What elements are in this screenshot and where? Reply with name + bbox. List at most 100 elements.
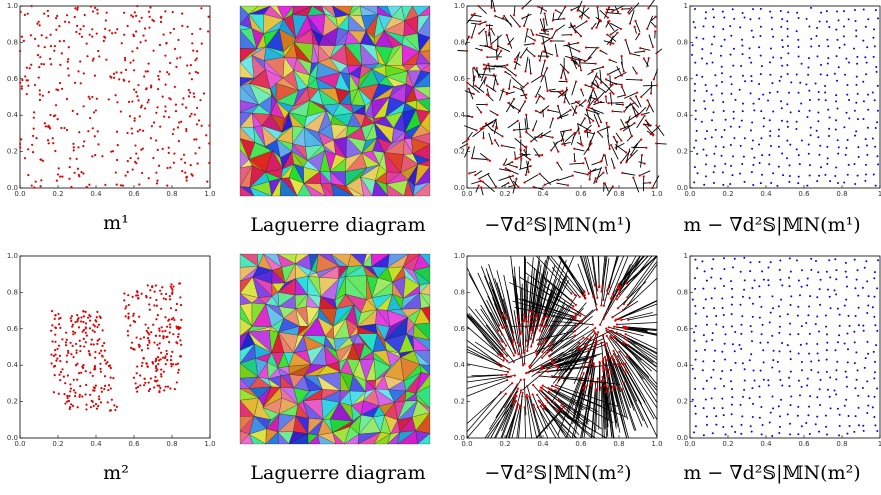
data-point bbox=[587, 292, 590, 295]
data-point bbox=[844, 261, 847, 264]
data-point bbox=[611, 83, 614, 86]
gradient-arrow bbox=[495, 15, 505, 20]
data-point bbox=[704, 137, 707, 140]
data-point bbox=[529, 310, 532, 313]
laguerre-cell bbox=[277, 431, 290, 445]
data-point bbox=[88, 97, 91, 100]
data-point bbox=[762, 349, 765, 352]
data-point bbox=[521, 331, 524, 334]
gradient-arrow bbox=[524, 407, 526, 439]
gradient-arrow bbox=[606, 391, 614, 439]
data-point bbox=[135, 152, 138, 155]
gradient-arrow bbox=[466, 382, 513, 424]
data-point bbox=[702, 334, 705, 337]
data-point bbox=[776, 360, 779, 363]
data-point bbox=[871, 406, 874, 409]
gradient-arrow bbox=[470, 316, 508, 357]
data-point bbox=[620, 74, 623, 77]
data-point bbox=[140, 148, 143, 151]
data-point bbox=[640, 78, 643, 82]
data-point bbox=[528, 365, 531, 368]
gradient-arrow bbox=[532, 284, 550, 343]
data-point bbox=[96, 130, 99, 133]
data-point bbox=[759, 341, 762, 344]
data-point bbox=[542, 50, 545, 53]
data-point bbox=[59, 378, 62, 382]
data-point bbox=[835, 378, 838, 381]
data-point bbox=[63, 393, 66, 396]
gradient-arrow bbox=[540, 67, 548, 83]
data-point bbox=[750, 61, 753, 64]
data-point bbox=[582, 162, 585, 165]
data-point bbox=[501, 326, 504, 330]
laguerre-cell bbox=[372, 180, 389, 197]
data-point bbox=[150, 84, 153, 87]
data-point bbox=[638, 174, 641, 177]
data-point bbox=[96, 339, 99, 342]
data-point bbox=[603, 154, 607, 157]
data-point bbox=[818, 44, 821, 47]
gradient-arrow bbox=[602, 376, 606, 430]
data-point bbox=[805, 321, 808, 324]
data-point bbox=[535, 354, 539, 357]
data-point bbox=[778, 415, 781, 418]
gradient-arrow bbox=[604, 357, 617, 429]
data-point bbox=[147, 326, 150, 330]
data-point bbox=[544, 404, 547, 408]
gradient-arrow bbox=[472, 67, 475, 81]
data-point bbox=[96, 342, 99, 346]
data-point bbox=[621, 103, 625, 106]
data-point bbox=[739, 144, 742, 147]
data-point bbox=[590, 84, 593, 88]
gradient-arrow bbox=[609, 35, 614, 45]
data-point bbox=[519, 135, 522, 139]
data-point bbox=[506, 360, 509, 363]
data-point bbox=[835, 55, 838, 58]
data-point bbox=[144, 381, 147, 384]
data-point bbox=[151, 18, 154, 21]
data-point bbox=[63, 126, 66, 130]
data-point bbox=[160, 351, 163, 354]
data-point bbox=[647, 124, 650, 127]
data-point bbox=[702, 306, 705, 309]
data-point bbox=[473, 12, 476, 15]
data-point bbox=[56, 173, 60, 176]
data-point bbox=[846, 93, 849, 96]
gradient-arrow bbox=[528, 58, 532, 74]
data-point bbox=[37, 76, 40, 79]
data-point bbox=[95, 407, 99, 410]
data-point bbox=[853, 430, 856, 433]
data-point bbox=[845, 376, 848, 379]
data-point bbox=[46, 139, 50, 142]
data-point bbox=[612, 352, 616, 356]
gradient-arrow bbox=[574, 148, 585, 152]
data-point bbox=[38, 24, 41, 27]
data-point bbox=[496, 83, 499, 86]
data-point bbox=[599, 323, 602, 326]
data-point bbox=[759, 25, 762, 28]
data-point bbox=[711, 8, 714, 11]
data-point bbox=[518, 404, 522, 407]
data-point bbox=[625, 161, 628, 164]
data-point bbox=[604, 347, 608, 350]
data-point bbox=[838, 434, 841, 437]
data-point bbox=[704, 83, 707, 86]
gradient-arrow bbox=[556, 353, 603, 366]
data-point bbox=[484, 20, 487, 23]
data-point bbox=[532, 334, 535, 337]
data-point bbox=[588, 361, 591, 365]
data-point bbox=[521, 342, 525, 346]
data-point bbox=[175, 381, 178, 384]
panel-laguerre-2 bbox=[239, 253, 431, 445]
data-point bbox=[39, 185, 42, 188]
data-point bbox=[636, 91, 639, 94]
data-point bbox=[619, 333, 622, 336]
data-point bbox=[789, 143, 792, 146]
data-point bbox=[154, 360, 157, 363]
data-point bbox=[20, 35, 23, 38]
data-point bbox=[136, 390, 139, 393]
data-point bbox=[780, 298, 783, 301]
data-point bbox=[769, 145, 772, 148]
data-point bbox=[144, 323, 147, 326]
data-point bbox=[180, 158, 183, 161]
